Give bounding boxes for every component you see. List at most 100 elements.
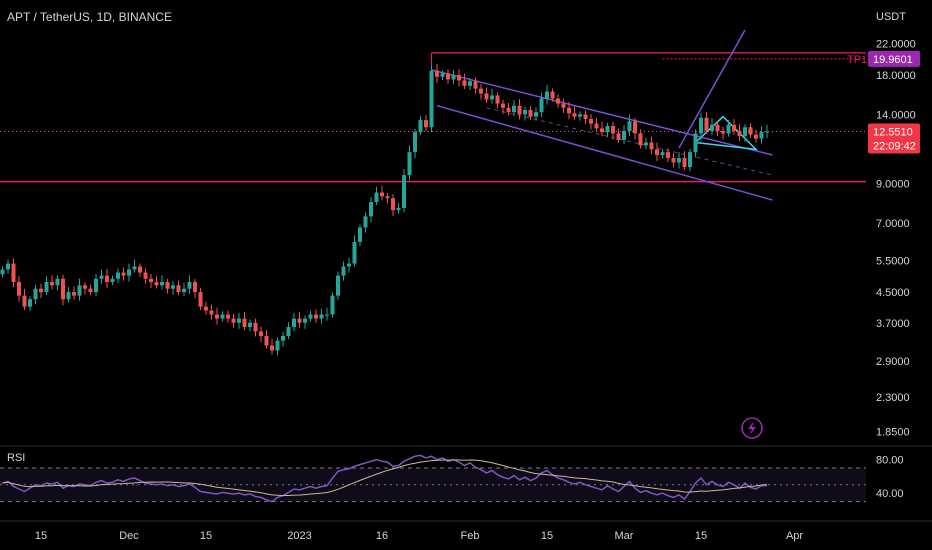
price-tick-label: 18.0000 [876,70,916,82]
time-tick-label: Dec [119,530,139,542]
candle [594,117,599,132]
candle [121,267,126,281]
candle [589,114,593,130]
candle [0,266,5,278]
candle [512,99,516,117]
candle [435,64,439,83]
candle [495,92,500,109]
candle [187,275,192,294]
candle [83,282,87,295]
candle [176,280,181,296]
channel-lower[interactable] [436,104,773,201]
candle [424,115,428,132]
candle [110,275,115,286]
price-tick-label: 3.7000 [876,318,910,330]
candle [171,281,175,295]
time-tick-label: 15 [541,530,553,542]
candle [44,276,49,296]
candle [154,276,159,289]
candle [380,185,384,201]
candle [528,105,533,120]
candle [259,326,263,343]
candle [682,151,687,171]
candle [55,275,60,291]
candle [149,273,153,289]
candle [748,123,753,138]
candle [611,121,615,140]
price-tick-label: 9.0000 [876,179,910,191]
candle [220,311,225,322]
candle [193,278,197,299]
candle [22,288,27,310]
candle [215,307,219,325]
candle [616,128,621,144]
rsi-label: RSI [7,452,26,464]
candle [737,124,742,142]
projection-line[interactable] [678,29,746,149]
candle [270,338,274,355]
candle [358,224,362,247]
candle [182,282,186,297]
lightning-icon[interactable] [741,417,763,439]
candle [462,73,467,90]
candle [237,312,241,329]
time-tick-label: 2023 [287,530,311,542]
time-tick-label: Feb [461,530,480,542]
candle [33,284,38,305]
candle [671,153,676,168]
candle [248,319,252,332]
rsi-pane: 80.00 40.00 [0,445,932,503]
candle [28,296,32,311]
candle [50,275,54,290]
rsi-line [2,454,767,503]
candle [209,304,214,320]
time-axis: 15 Dec 15 2023 16 Feb 15 Mar 15 Apr [0,520,932,542]
candle [583,110,588,125]
candle [429,64,434,133]
candle [204,301,208,315]
chart-title: APT / TetherUS, 1D, BINANCE [7,10,172,24]
candle [336,271,340,300]
channel-mid[interactable] [486,107,773,176]
candle [226,310,230,323]
time-tick-label: 15 [695,530,707,542]
candle [446,69,450,84]
rsi-tick-label: 80.00 [876,455,904,467]
candle [572,106,577,120]
candle [550,88,555,102]
candle [413,129,417,159]
price-tick-label: 2.3000 [876,392,910,404]
price-tick-label: 5.5000 [876,256,910,268]
candle [501,99,505,114]
tp1-value: 19.9601 [873,54,913,66]
candle [253,318,258,337]
candle [600,121,604,137]
tp1-badge [868,50,920,67]
last-price-badge [868,123,920,154]
candle [325,307,329,321]
candle [649,136,654,155]
candle [198,288,203,310]
candle [94,273,98,297]
time-tick-label: Mar [615,530,634,542]
candle [440,70,445,80]
candle [693,129,698,158]
candle [116,268,120,283]
last-price-value: 12.5510 [873,127,913,139]
channel-upper[interactable] [431,69,773,156]
candle [330,292,335,318]
candle [677,152,681,169]
candle [666,148,670,163]
candle [644,137,648,150]
candle-series [0,64,769,356]
candle [77,278,82,301]
candle [451,70,456,85]
candle [242,311,247,331]
candle [660,149,665,159]
candle [369,197,373,223]
price-axis: USDT 22.0000 18.0000 14.0000 9.0000 7.0000 5.5… [876,11,916,438]
time-tick-label: 15 [35,530,47,542]
candle [11,258,16,288]
candle [479,83,483,100]
